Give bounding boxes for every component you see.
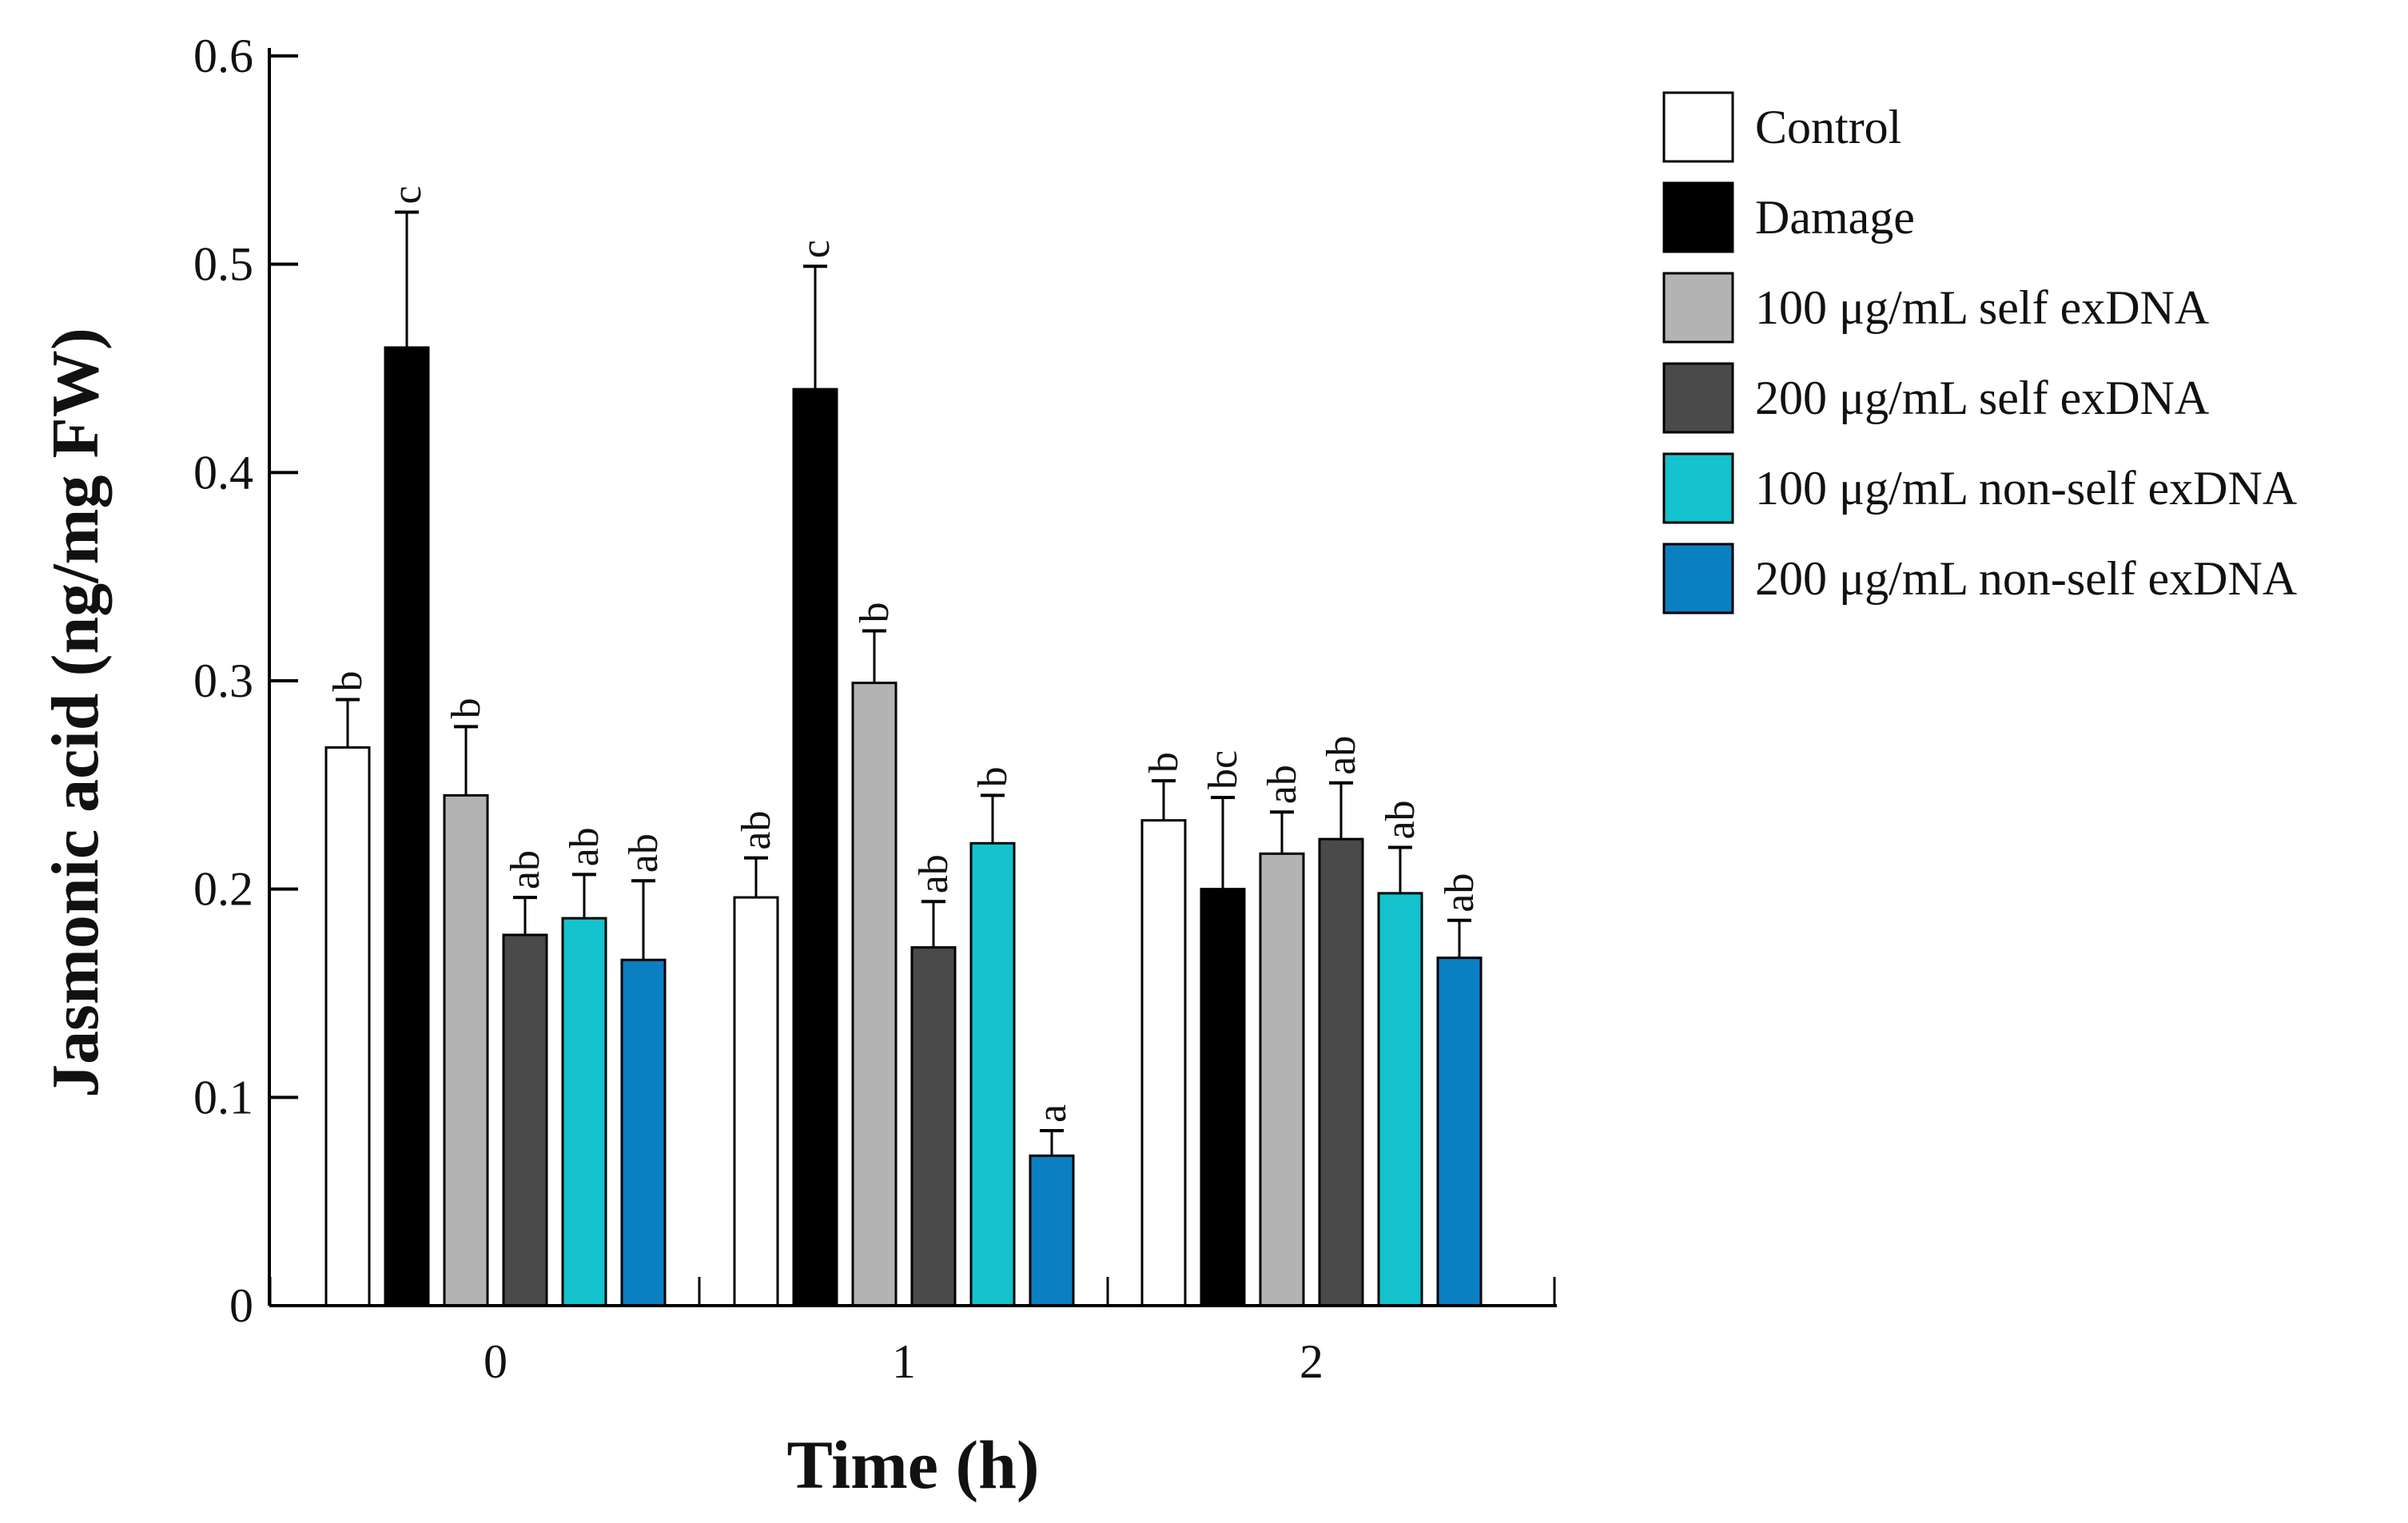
legend-label-1: Damage xyxy=(1755,191,1915,244)
significance-label-4-2: ab xyxy=(1378,800,1423,839)
significance-label-1-0: c xyxy=(384,185,430,204)
significance-label-0-1: ab xyxy=(734,810,779,849)
bars-layer xyxy=(324,346,1483,1307)
legend-label-3: 200 μg/mL self exDNA xyxy=(1755,372,2209,424)
legend: Control Damage 100 μg/mL self exDNA 200 μg/… xyxy=(1662,91,2297,614)
bar-3-1 xyxy=(910,946,957,1307)
bar-5-2 xyxy=(1436,956,1483,1307)
y-tick-label-4: 0.4 xyxy=(193,446,253,499)
bar-5-1 xyxy=(1029,1154,1075,1307)
significance-label-5-1: a xyxy=(1029,1104,1075,1123)
bar-1-1 xyxy=(792,388,838,1307)
y-tick-label-6: 0.6 xyxy=(193,30,253,82)
significance-label-3-2: ab xyxy=(1319,736,1364,775)
bar-4-2 xyxy=(1377,892,1423,1307)
legend-label-4: 100 μg/mL non-self exDNA xyxy=(1755,462,2297,515)
bar-2-1 xyxy=(851,682,898,1307)
significance-label-5-2: ab xyxy=(1437,873,1483,913)
bar-1-0 xyxy=(384,346,430,1307)
bar-5-0 xyxy=(620,958,667,1307)
legend-swatch-0 xyxy=(1662,91,1734,163)
significance-label-3-1: ab xyxy=(911,854,957,893)
legend-swatch-3 xyxy=(1662,362,1734,434)
significance-label-3-0: ab xyxy=(503,850,548,889)
significance-label-1-2: bc xyxy=(1200,750,1246,789)
legend-label-5: 200 μg/mL non-self exDNA xyxy=(1755,552,2297,605)
significance-label-0-0: b xyxy=(325,670,371,691)
legend-label-2: 100 μg/mL self exDNA xyxy=(1755,281,2209,334)
legend-swatch-1 xyxy=(1662,181,1734,253)
y-tick-label-0: 0 xyxy=(229,1279,253,1332)
error-bars-layer xyxy=(336,210,1471,1156)
bar-4-1 xyxy=(969,841,1016,1307)
legend-swatch-4 xyxy=(1662,452,1734,524)
bar-0-1 xyxy=(733,896,779,1307)
significance-label-2-1: b xyxy=(852,602,898,622)
bar-2-0 xyxy=(443,793,489,1307)
x-tick-label-0: 0 xyxy=(484,1335,507,1388)
legend-swatch-2 xyxy=(1662,272,1734,344)
bar-2-2 xyxy=(1259,852,1305,1307)
bar-3-0 xyxy=(502,933,548,1307)
significance-label-2-0: b xyxy=(444,698,489,718)
y-axis-title: Jasmonic acid (ng/mg FW) xyxy=(38,328,113,1098)
legend-swatch-5 xyxy=(1662,543,1734,614)
y-tick-label-2: 0.2 xyxy=(193,863,253,916)
legend-label-0: Control xyxy=(1755,101,1901,153)
bar-1-2 xyxy=(1200,888,1246,1307)
significance-label-4-1: b xyxy=(970,766,1016,787)
significance-label-2-2: ab xyxy=(1260,765,1305,804)
x-tick-label-1: 1 xyxy=(892,1335,916,1388)
bar-0-0 xyxy=(324,746,371,1307)
y-tick-label-3: 0.3 xyxy=(193,654,253,707)
significance-label-4-0: ab xyxy=(562,827,607,866)
y-tick-label-5: 0.5 xyxy=(193,238,253,291)
x-axis-title: Time (h) xyxy=(786,1426,1039,1503)
significance-label-0-2: b xyxy=(1141,752,1187,773)
axes-layer: 0 0.1 0.2 0.3 0.4 0.5 0.6 0 1 2 xyxy=(193,30,1557,1388)
bar-3-2 xyxy=(1318,837,1364,1307)
bar-4-0 xyxy=(561,917,607,1307)
y-tick-label-1: 0.1 xyxy=(193,1071,253,1123)
bar-0-2 xyxy=(1140,819,1187,1307)
significance-label-5-0: ab xyxy=(621,833,667,873)
significance-label-1-1: c xyxy=(793,240,838,258)
x-tick-label-2: 2 xyxy=(1300,1335,1323,1388)
